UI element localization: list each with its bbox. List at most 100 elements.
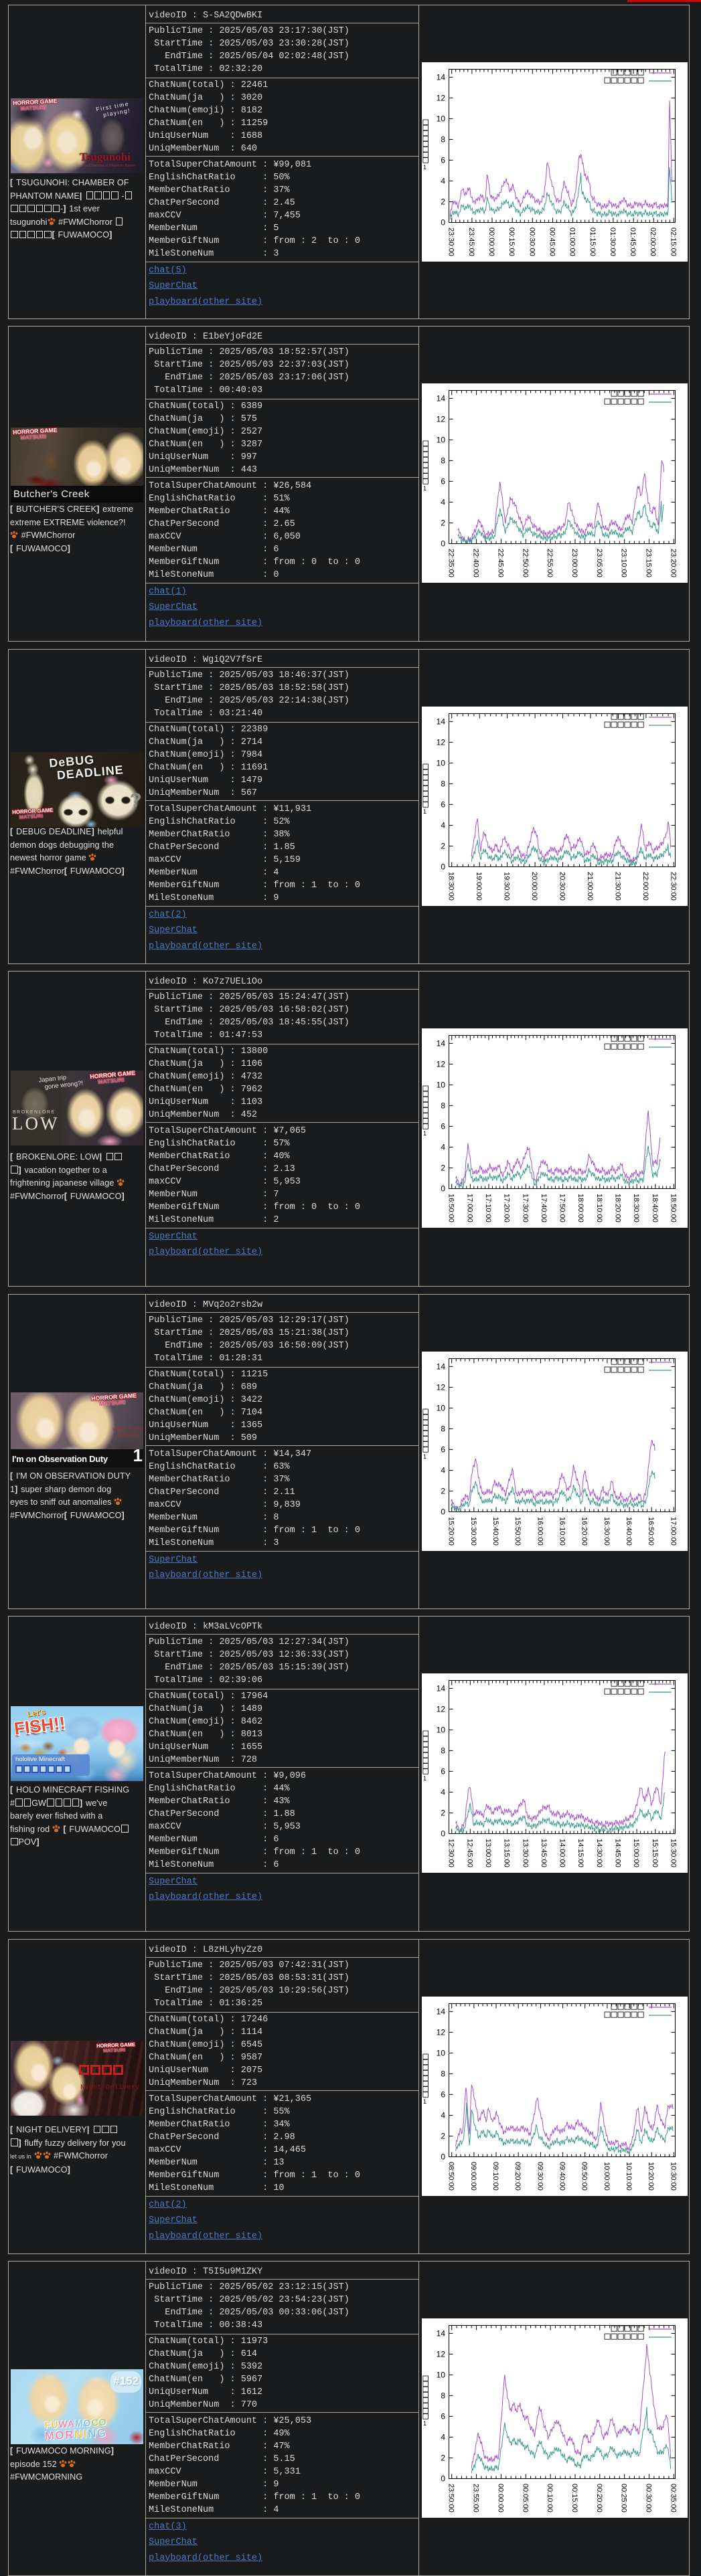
svg-text:2: 2 <box>441 519 445 528</box>
svg-text:00:20:00: 00:20:00 <box>595 2484 603 2512</box>
svg-text:13:45:00: 13:45:00 <box>540 1839 548 1867</box>
svg-text:16:40:00: 16:40:00 <box>625 1517 633 1546</box>
svg-text:4: 4 <box>441 1466 445 1475</box>
svg-text:00:30:00: 00:30:00 <box>528 227 536 256</box>
svg-text:10:00:00: 10:00:00 <box>603 2162 611 2191</box>
svg-text:12: 12 <box>437 2349 446 2359</box>
svg-text:14: 14 <box>437 1683 446 1693</box>
svg-text:15:20:00: 15:20:00 <box>447 1517 455 1546</box>
svg-text:17:20:00: 17:20:00 <box>503 1194 511 1222</box>
svg-text:8: 8 <box>441 1746 445 1755</box>
svg-text:6: 6 <box>441 1445 445 1454</box>
svg-text:16:30:00: 16:30:00 <box>603 1517 611 1546</box>
svg-text:18:10:00: 18:10:00 <box>595 1194 603 1222</box>
svg-text:22:00:00: 22:00:00 <box>641 872 649 901</box>
svg-text:09:20:00: 09:20:00 <box>514 2162 522 2191</box>
svg-text:14:15:00: 14:15:00 <box>576 1839 585 1867</box>
svg-text:6: 6 <box>441 155 445 165</box>
svg-text:16:10:00: 16:10:00 <box>558 1517 566 1546</box>
svg-text:12: 12 <box>437 93 446 102</box>
svg-text:0: 0 <box>441 539 445 549</box>
svg-text:00:00:00: 00:00:00 <box>496 2484 504 2512</box>
svg-text:6: 6 <box>441 2090 445 2099</box>
svg-text:13:15:00: 13:15:00 <box>503 1839 511 1867</box>
svg-text:0: 0 <box>441 2474 445 2484</box>
svg-text:10: 10 <box>437 114 446 123</box>
svg-text:01:15:00: 01:15:00 <box>589 227 597 256</box>
svg-text:10: 10 <box>437 2370 446 2379</box>
svg-text:4: 4 <box>441 498 445 507</box>
svg-text:1: 1 <box>423 164 426 171</box>
svg-text:2: 2 <box>441 1487 445 1496</box>
svg-text:16:50:00: 16:50:00 <box>447 1194 455 1222</box>
svg-text:14:30:00: 14:30:00 <box>595 1839 603 1867</box>
svg-text:22:45:00: 22:45:00 <box>496 549 504 577</box>
svg-text:23:45:00: 23:45:00 <box>467 227 475 256</box>
svg-text:15:00:00: 15:00:00 <box>632 1839 640 1867</box>
svg-text:1: 1 <box>423 2098 426 2105</box>
svg-text:0: 0 <box>441 1507 445 1517</box>
svg-text:2: 2 <box>441 197 445 207</box>
svg-text:17:00:00: 17:00:00 <box>669 1517 677 1546</box>
svg-text:8: 8 <box>441 456 445 465</box>
svg-text:1: 1 <box>423 808 426 815</box>
svg-text:2: 2 <box>441 2132 445 2141</box>
svg-text:23:55:00: 23:55:00 <box>472 2484 480 2512</box>
svg-text:8: 8 <box>441 1424 445 1433</box>
svg-text:4: 4 <box>441 177 445 186</box>
svg-text:14: 14 <box>437 2328 446 2338</box>
svg-text:8: 8 <box>441 2391 445 2400</box>
svg-text:1: 1 <box>423 2420 426 2427</box>
svg-text:17:00:00: 17:00:00 <box>465 1194 473 1222</box>
svg-text:2: 2 <box>441 1164 445 1173</box>
svg-text:20:30:00: 20:30:00 <box>558 872 566 901</box>
svg-text:09:40:00: 09:40:00 <box>558 2162 566 2191</box>
svg-text:09:10:00: 09:10:00 <box>491 2162 499 2191</box>
svg-text:12:30:00: 12:30:00 <box>447 1839 455 1867</box>
svg-text:10:20:00: 10:20:00 <box>647 2162 655 2191</box>
svg-text:1: 1 <box>423 1453 426 1460</box>
svg-text:8: 8 <box>441 134 445 144</box>
svg-text:01:00:00: 01:00:00 <box>568 227 576 256</box>
svg-text:4: 4 <box>441 1143 445 1152</box>
svg-text:10: 10 <box>437 758 446 767</box>
svg-text:6: 6 <box>441 476 445 486</box>
svg-text:1: 1 <box>423 1130 426 1137</box>
svg-text:18:20:00: 18:20:00 <box>614 1194 622 1222</box>
svg-text:15:15:00: 15:15:00 <box>651 1839 659 1867</box>
svg-text:17:40:00: 17:40:00 <box>540 1194 548 1222</box>
svg-text:0: 0 <box>441 1184 445 1194</box>
svg-text:16:00:00: 16:00:00 <box>536 1517 544 1546</box>
svg-text:0: 0 <box>441 1829 445 1839</box>
svg-text:23:05:00: 23:05:00 <box>595 549 603 577</box>
svg-text:17:50:00: 17:50:00 <box>558 1194 566 1222</box>
svg-text:17:30:00: 17:30:00 <box>521 1194 529 1222</box>
svg-text:14: 14 <box>437 1362 446 1371</box>
svg-text:14: 14 <box>437 1038 446 1048</box>
svg-text:21:30:00: 21:30:00 <box>614 872 622 901</box>
svg-text:13:00:00: 13:00:00 <box>484 1839 492 1867</box>
svg-text:00:45:00: 00:45:00 <box>548 227 556 256</box>
svg-text:09:50:00: 09:50:00 <box>580 2162 589 2191</box>
svg-text:09:00:00: 09:00:00 <box>469 2162 477 2191</box>
svg-text:4: 4 <box>441 2433 445 2442</box>
svg-text:8: 8 <box>441 779 445 788</box>
svg-text:20:00:00: 20:00:00 <box>530 872 538 901</box>
svg-text:16:20:00: 16:20:00 <box>580 1517 589 1546</box>
svg-text:8: 8 <box>441 1101 445 1110</box>
svg-text:12: 12 <box>437 414 446 424</box>
svg-text:2: 2 <box>441 1809 445 1818</box>
svg-text:15:30:00: 15:30:00 <box>469 1517 477 1546</box>
svg-text:18:30:00: 18:30:00 <box>447 872 455 901</box>
svg-text:8: 8 <box>441 2069 445 2078</box>
svg-text:01:30:00: 01:30:00 <box>609 227 617 256</box>
svg-text:0: 0 <box>441 862 445 872</box>
svg-text:21:00:00: 21:00:00 <box>586 872 594 901</box>
svg-text:23:10:00: 23:10:00 <box>620 549 628 577</box>
svg-text:14: 14 <box>437 717 446 726</box>
svg-text:00:30:00: 00:30:00 <box>645 2484 653 2512</box>
svg-text:18:00:00: 18:00:00 <box>576 1194 585 1222</box>
svg-text:4: 4 <box>441 2111 445 2120</box>
svg-text:4: 4 <box>441 1788 445 1797</box>
svg-text:10: 10 <box>437 1080 446 1089</box>
